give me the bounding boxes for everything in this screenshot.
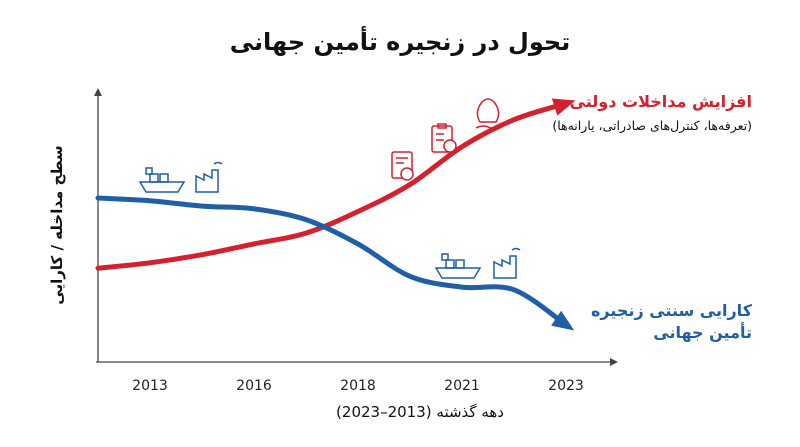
x-tick-label: 2018 <box>340 378 376 394</box>
icons-red <box>391 98 500 181</box>
x-axis-label: دهه گذشته (2013–2023) <box>336 403 504 421</box>
icons-blue <box>138 161 521 279</box>
series-line <box>95 195 575 331</box>
series-line <box>95 98 576 271</box>
series-annotation: (تعرفه‌ها، کنترل‌های صادراتی، یارانه‌ها) <box>552 118 752 133</box>
x-ticks: 2013 2016 2018 2021 2023 <box>132 378 584 394</box>
y-axis-label: سطح مداخله / کارایی <box>48 145 66 305</box>
x-tick-label: 2013 <box>132 378 168 394</box>
chart-title: تحول در زنجیره تأمین جهانی <box>229 28 571 56</box>
series-label: کارایی سنتی زنجیره تأمین جهانی <box>590 301 752 342</box>
x-tick-label: 2016 <box>236 378 272 394</box>
x-tick-label: 2021 <box>444 378 480 394</box>
plot <box>95 98 576 331</box>
series-label: افزایش مداخلات دولتی <box>569 92 752 111</box>
x-tick-label: 2023 <box>548 378 584 394</box>
